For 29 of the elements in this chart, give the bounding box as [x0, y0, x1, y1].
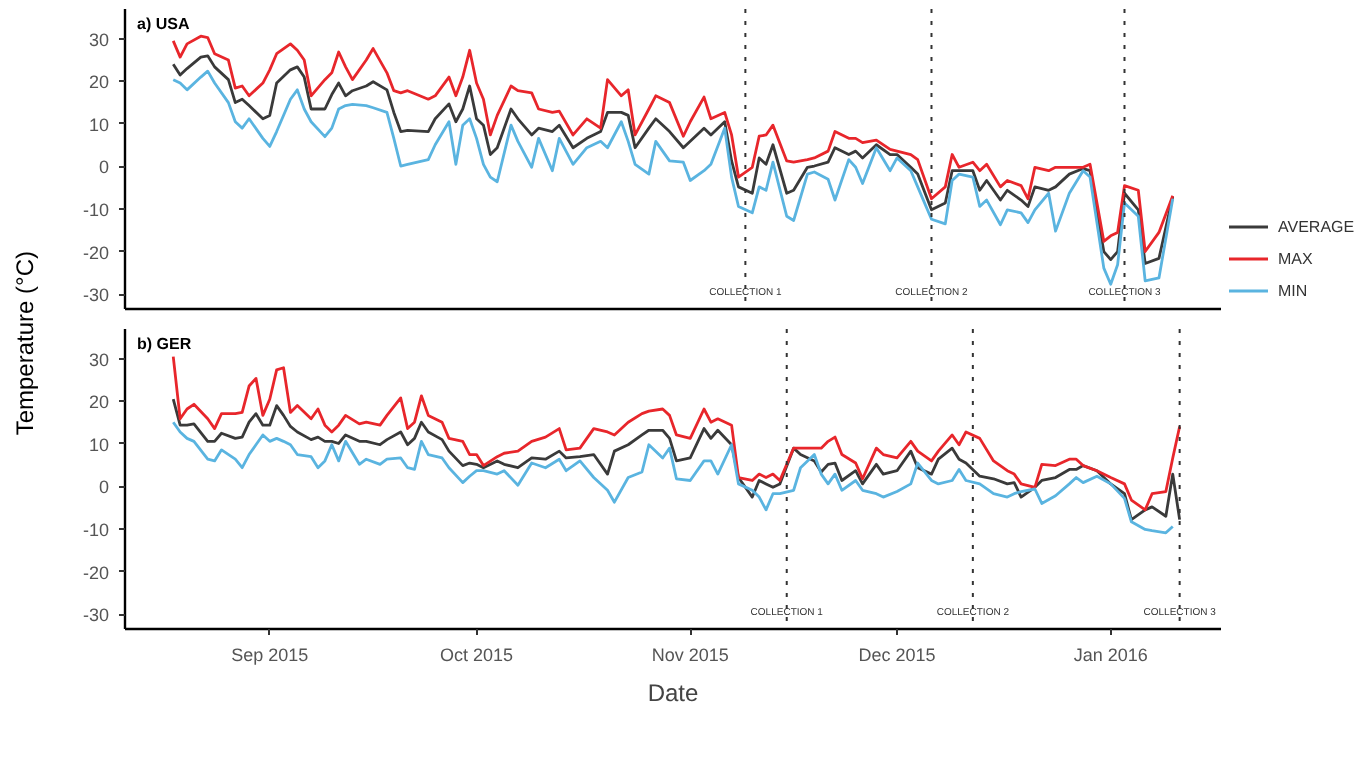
- legend-label: MIN: [1278, 280, 1310, 300]
- y-tick-label: 20: [88, 392, 110, 413]
- y-tick-label: -10: [82, 200, 110, 220]
- y-tick-label: 30: [88, 349, 110, 370]
- chart-title: a) USA: [137, 15, 190, 33]
- legend-label: AVERAGE: [1278, 216, 1355, 236]
- y-tick-label: 20: [88, 72, 110, 93]
- x-tick-label: Sep 2015: [231, 645, 309, 665]
- y-tick-label: 0: [98, 477, 110, 498]
- x-tick-label: Jan 2016: [1073, 645, 1148, 665]
- y-tick-label: 0: [98, 157, 110, 178]
- y-tick-label: 30: [88, 29, 110, 50]
- legend-label: MAX: [1278, 248, 1315, 268]
- y-tick-label: -30: [82, 285, 110, 306]
- line-series: [171, 355, 1182, 512]
- x-tick-label: Nov 2015: [651, 645, 729, 665]
- y-tick-label: -10: [82, 520, 110, 540]
- chart-title: b) GER: [137, 335, 192, 353]
- y-tick-label: -20: [82, 242, 110, 263]
- x-axis-title: Date: [647, 679, 699, 707]
- line-series: [171, 420, 1175, 535]
- y-tick-label: -30: [82, 605, 110, 626]
- y-tick-label: 10: [88, 434, 110, 455]
- y-axis-title: Temperature (°C): [11, 251, 40, 436]
- x-tick-label: Dec 2015: [858, 645, 936, 665]
- y-tick-label: 10: [88, 114, 110, 135]
- x-tick-label: Oct 2015: [440, 645, 514, 665]
- line-series: [171, 69, 1175, 286]
- y-tick-label: -20: [82, 562, 110, 583]
